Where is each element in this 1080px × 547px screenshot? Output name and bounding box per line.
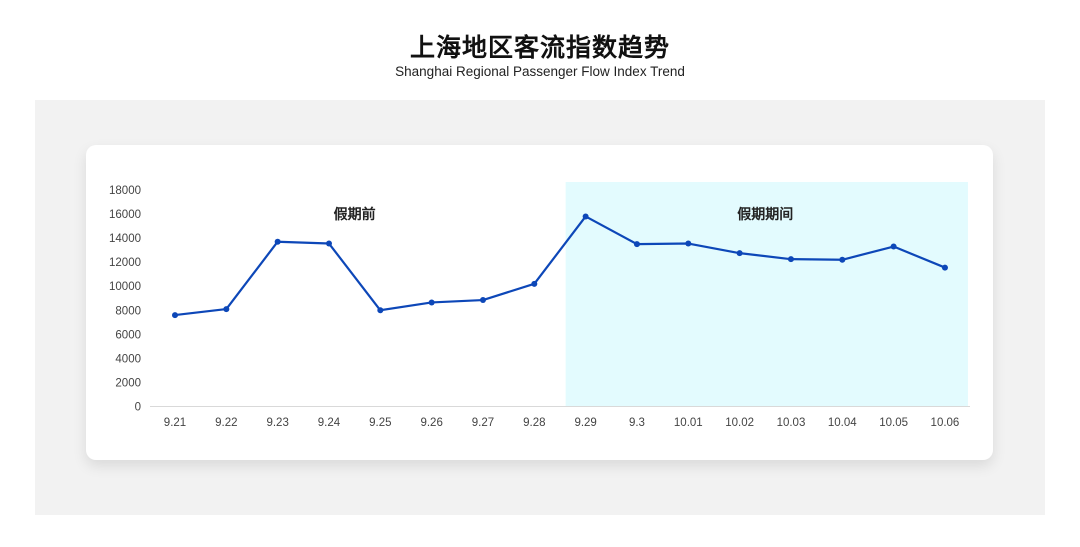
x-tick-label: 9.25 bbox=[369, 417, 391, 429]
data-point bbox=[377, 307, 384, 314]
y-tick-label: 6000 bbox=[115, 329, 141, 341]
data-point bbox=[531, 280, 538, 287]
y-tick-label: 10000 bbox=[109, 281, 141, 293]
data-point bbox=[223, 306, 230, 313]
y-tick-label: 14000 bbox=[109, 233, 141, 245]
x-tick-label: 9.21 bbox=[164, 417, 186, 429]
y-tick-label: 0 bbox=[135, 402, 141, 414]
annotation-label: 假期前 bbox=[334, 206, 376, 223]
data-point bbox=[325, 240, 332, 247]
y-tick-label: 4000 bbox=[115, 353, 141, 365]
data-point bbox=[941, 264, 948, 271]
series-line bbox=[174, 215, 946, 317]
data-point bbox=[582, 213, 589, 220]
x-tick-label: 9.3 bbox=[629, 417, 645, 429]
x-tick-label: 9.22 bbox=[215, 417, 237, 429]
data-point bbox=[428, 299, 435, 306]
data-point bbox=[890, 243, 897, 250]
x-tick-label: 10.01 bbox=[674, 417, 703, 429]
x-tick-label: 10.06 bbox=[931, 417, 960, 429]
x-tick-label: 9.28 bbox=[523, 417, 545, 429]
holiday-shade bbox=[565, 182, 968, 407]
x-tick-label: 10.04 bbox=[828, 417, 857, 429]
annotation-label: 假期期间 bbox=[737, 206, 793, 223]
data-point bbox=[839, 256, 846, 263]
y-tick-label: 2000 bbox=[115, 377, 141, 389]
chart-subtitle: Shanghai Regional Passenger Flow Index T… bbox=[395, 64, 685, 79]
x-tick-label: 10.03 bbox=[777, 417, 806, 429]
chart-title: 上海地区客流指数趋势 bbox=[409, 33, 670, 62]
y-tick-label: 12000 bbox=[109, 257, 141, 269]
data-point bbox=[274, 238, 281, 245]
data-point bbox=[736, 250, 743, 257]
data-point bbox=[633, 241, 640, 248]
x-tick-label: 9.27 bbox=[472, 417, 494, 429]
x-tick-label: 10.02 bbox=[725, 417, 754, 429]
data-point bbox=[479, 297, 486, 304]
y-tick-label: 16000 bbox=[109, 209, 141, 221]
x-tick-label: 10.05 bbox=[879, 417, 908, 429]
x-tick-label: 9.24 bbox=[318, 417, 341, 429]
data-point bbox=[172, 312, 178, 319]
y-tick-label: 8000 bbox=[115, 305, 141, 317]
y-tick-label: 18000 bbox=[109, 185, 141, 197]
x-tick-label: 9.23 bbox=[266, 417, 288, 429]
data-point bbox=[685, 240, 692, 247]
x-tick-label: 9.26 bbox=[420, 417, 442, 429]
x-tick-label: 9.29 bbox=[574, 417, 596, 429]
data-point bbox=[787, 256, 794, 263]
